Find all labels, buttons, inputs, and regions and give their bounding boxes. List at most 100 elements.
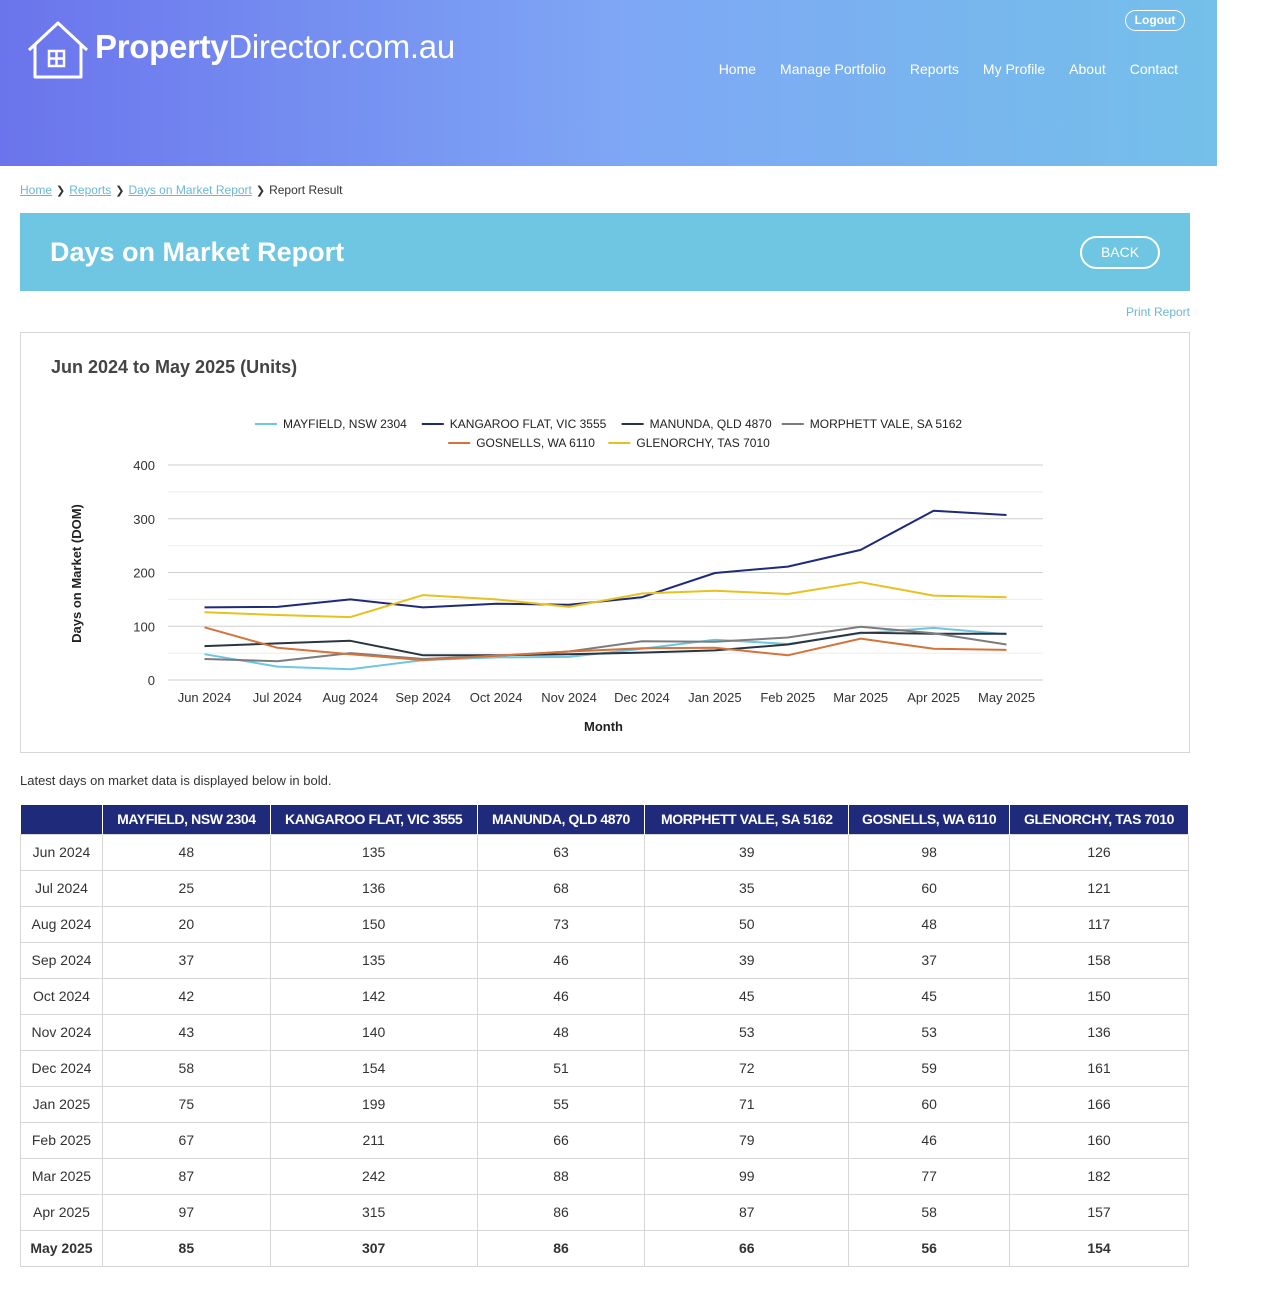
- legend-label: MORPHETT VALE, SA 5162: [810, 417, 963, 431]
- dom-value-cell: 158: [1009, 941, 1189, 979]
- month-cell: Oct 2024: [20, 977, 103, 1015]
- dom-value-cell: 150: [269, 905, 478, 943]
- logout-button[interactable]: Logout: [1125, 10, 1185, 31]
- y-tick-label: 400: [133, 458, 155, 473]
- breadcrumb-reports[interactable]: Reports: [69, 183, 112, 197]
- dom-value-cell: 79: [644, 1121, 850, 1159]
- dom-value-cell: 25: [101, 869, 271, 907]
- dom-value-cell: 142: [269, 977, 478, 1015]
- x-tick-label: Aug 2024: [322, 690, 378, 705]
- dom-value-cell: 58: [101, 1049, 271, 1087]
- nav-about[interactable]: About: [1069, 61, 1106, 77]
- dom-table: MAYFIELD, NSW 2304 KANGAROO FLAT, VIC 355…: [20, 805, 1189, 1267]
- month-cell: Dec 2024: [20, 1049, 103, 1087]
- dom-value-cell: 166: [1009, 1085, 1189, 1123]
- dom-value-cell: 20: [101, 905, 271, 943]
- month-cell: Mar 2025: [20, 1157, 103, 1195]
- back-button[interactable]: BACK: [1080, 236, 1160, 269]
- month-cell: Jun 2024: [20, 833, 103, 871]
- y-tick-label: 200: [133, 566, 155, 581]
- dom-value-cell: 42: [101, 977, 271, 1015]
- breadcrumb-dom-report[interactable]: Days on Market Report: [128, 183, 252, 197]
- dom-value-cell: 60: [848, 1085, 1011, 1123]
- dom-value-cell: 37: [848, 941, 1011, 979]
- dom-value-cell: 99: [644, 1157, 850, 1195]
- breadcrumb-current: Report Result: [269, 183, 343, 197]
- site-logo[interactable]: PropertyDirector.com.au: [25, 20, 455, 80]
- chevron-right-icon: ❯: [255, 184, 266, 197]
- legend-label: MANUNDA, QLD 4870: [650, 417, 772, 431]
- x-tick-label: Oct 2024: [470, 690, 523, 705]
- brand-name: PropertyDirector.com.au: [95, 28, 455, 65]
- breadcrumb: Home ❯ Reports ❯ Days on Market Report ❯…: [20, 183, 342, 197]
- page-title-bar: Days on Market Report BACK: [20, 213, 1190, 291]
- dom-value-cell: 53: [848, 1013, 1011, 1051]
- dom-value-cell: 45: [644, 977, 850, 1015]
- x-tick-label: Feb 2025: [760, 690, 815, 705]
- table-row: Jan 2025 75 199 55 71 60 166: [20, 1085, 1189, 1123]
- legend-label: GLENORCHY, TAS 7010: [636, 436, 770, 450]
- dom-value-cell: 68: [476, 869, 646, 907]
- x-tick-label: Apr 2025: [907, 690, 960, 705]
- dom-value-cell: 35: [644, 869, 850, 907]
- nav-home[interactable]: Home: [718, 61, 757, 77]
- dom-value-cell: 87: [101, 1157, 271, 1195]
- table-row: Apr 2025 97 315 86 87 58 157: [20, 1193, 1189, 1231]
- x-tick-label: Sep 2024: [395, 690, 451, 705]
- month-cell: Apr 2025: [20, 1193, 103, 1231]
- dom-value-cell: 182: [1009, 1157, 1189, 1195]
- dom-value-cell: 161: [1009, 1049, 1189, 1087]
- dom-value-cell: 51: [476, 1049, 646, 1087]
- dom-value-cell: 157: [1009, 1193, 1189, 1231]
- dom-value-cell: 48: [101, 833, 271, 871]
- series-line-4: [204, 625, 1007, 663]
- dom-value-cell: 154: [269, 1049, 478, 1087]
- table-header-cell: MANUNDA, QLD 4870: [477, 805, 646, 834]
- dom-value-cell: 43: [101, 1013, 271, 1051]
- y-tick-label: 100: [133, 619, 155, 634]
- dom-value-cell: 135: [269, 941, 478, 979]
- dom-value-cell: 86: [476, 1193, 646, 1231]
- breadcrumb-home[interactable]: Home: [20, 183, 53, 197]
- dom-value-cell: 72: [644, 1049, 850, 1087]
- month-cell: Jul 2024: [20, 869, 103, 907]
- x-tick-label: Mar 2025: [833, 690, 888, 705]
- y-tick-label: 0: [148, 673, 155, 688]
- dom-value-cell: 60: [848, 869, 1011, 907]
- nav-manage-portfolio[interactable]: Manage Portfolio: [780, 61, 886, 77]
- dom-value-cell: 307: [269, 1229, 478, 1267]
- dom-value-cell: 242: [269, 1157, 478, 1195]
- dom-value-cell: 50: [644, 905, 850, 943]
- table-header-month: [20, 805, 103, 834]
- dom-value-cell: 46: [476, 941, 646, 979]
- dom-value-cell: 48: [476, 1013, 646, 1051]
- nav-my-profile[interactable]: My Profile: [982, 61, 1046, 77]
- x-tick-label: Dec 2024: [614, 690, 670, 705]
- month-cell: Aug 2024: [20, 905, 103, 943]
- nav-reports[interactable]: Reports: [909, 61, 959, 77]
- dom-value-cell: 97: [101, 1193, 271, 1231]
- series-line-2: [204, 509, 1007, 609]
- dom-value-cell: 126: [1009, 833, 1189, 871]
- dom-value-cell: 136: [269, 869, 478, 907]
- table-row: Sep 2024 37 135 46 39 37 158: [20, 941, 1189, 979]
- dom-value-cell: 160: [1009, 1121, 1189, 1159]
- dom-value-cell: 199: [269, 1085, 478, 1123]
- table-header-cell: MAYFIELD, NSW 2304: [102, 805, 271, 834]
- month-cell: Jan 2025: [20, 1085, 103, 1123]
- month-cell: Feb 2025: [20, 1121, 103, 1159]
- dom-value-cell: 211: [269, 1121, 478, 1159]
- table-row: Feb 2025 67 211 66 79 46 160: [20, 1121, 1189, 1159]
- page-title: Days on Market Report: [50, 237, 345, 267]
- month-cell: May 2025: [20, 1229, 103, 1267]
- table-row: Oct 2024 42 142 46 45 45 150: [20, 977, 1189, 1015]
- dom-value-cell: 154: [1009, 1229, 1189, 1267]
- print-report-link[interactable]: Print Report: [1125, 305, 1190, 319]
- dom-value-cell: 37: [101, 941, 271, 979]
- chevron-right-icon: ❯: [115, 184, 125, 197]
- dom-value-cell: 98: [848, 833, 1011, 871]
- dom-value-cell: 66: [476, 1121, 646, 1159]
- dom-value-cell: 58: [848, 1193, 1011, 1231]
- nav-contact[interactable]: Contact: [1129, 61, 1178, 77]
- table-header-cell: MORPHETT VALE, SA 5162: [644, 805, 850, 834]
